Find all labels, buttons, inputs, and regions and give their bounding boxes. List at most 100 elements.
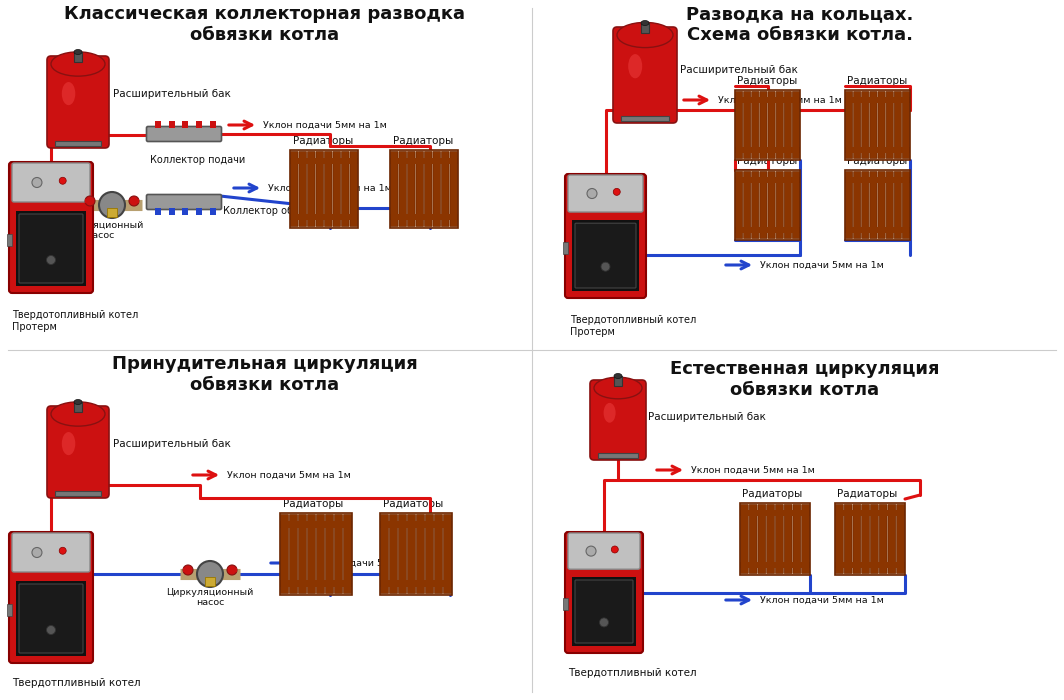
Bar [168,208,174,215]
Text: Уклон подачи 5мм на 1м: Уклон подачи 5мм на 1м [268,183,392,192]
Text: Расширительный бак: Расширительный бак [680,65,798,75]
Text: Радиаторы: Радиаторы [283,499,344,509]
Bar [55,141,101,146]
Text: Радиаторы: Радиаторы [293,136,353,146]
Circle shape [129,196,139,206]
FancyBboxPatch shape [281,514,288,594]
Bar [563,598,568,610]
FancyBboxPatch shape [862,172,869,239]
FancyBboxPatch shape [846,92,852,158]
Text: Твердотопливный котел
Протерм: Твердотопливный котел Протерм [570,315,696,337]
FancyBboxPatch shape [879,505,887,573]
FancyBboxPatch shape [752,92,759,158]
FancyBboxPatch shape [450,151,458,227]
FancyBboxPatch shape [19,214,83,283]
FancyBboxPatch shape [290,151,298,227]
FancyBboxPatch shape [47,406,109,498]
Ellipse shape [641,20,649,25]
FancyBboxPatch shape [316,514,325,594]
Bar [845,177,910,183]
FancyBboxPatch shape [565,174,646,298]
FancyBboxPatch shape [575,223,636,288]
FancyBboxPatch shape [862,92,869,158]
FancyBboxPatch shape [147,195,221,209]
Bar [641,23,649,33]
Bar [739,562,810,568]
FancyBboxPatch shape [767,505,775,573]
Bar [7,604,12,616]
FancyBboxPatch shape [735,92,743,158]
Bar [380,513,452,595]
Bar [232,568,237,572]
FancyBboxPatch shape [416,151,423,227]
Ellipse shape [628,54,643,78]
FancyBboxPatch shape [344,514,351,594]
Bar [168,121,174,128]
FancyBboxPatch shape [591,380,646,460]
FancyBboxPatch shape [776,172,783,239]
Circle shape [99,192,124,218]
FancyBboxPatch shape [9,532,93,663]
FancyBboxPatch shape [434,514,443,594]
Bar [196,208,202,215]
FancyBboxPatch shape [886,172,894,239]
Text: Уклон подачи 5мм на 1м: Уклон подачи 5мм на 1м [760,260,884,270]
FancyBboxPatch shape [744,92,751,158]
Bar [739,503,810,575]
Bar [380,580,452,587]
Bar [280,513,352,595]
FancyBboxPatch shape [147,127,221,141]
Bar [7,234,12,246]
Ellipse shape [614,374,622,379]
Text: Уклон подачи 5мм на 1м: Уклон подачи 5мм на 1м [718,95,842,104]
Bar [290,150,358,228]
FancyBboxPatch shape [802,505,810,573]
FancyBboxPatch shape [793,92,799,158]
FancyBboxPatch shape [768,172,776,239]
FancyBboxPatch shape [846,172,852,239]
Bar [390,158,458,164]
FancyBboxPatch shape [289,514,298,594]
Circle shape [183,565,193,575]
Bar [845,97,910,103]
Circle shape [227,565,237,575]
Circle shape [60,177,66,184]
Text: Уклон подачи 5мм на 1м: Уклон подачи 5мм на 1м [760,596,884,605]
Circle shape [197,561,223,587]
FancyBboxPatch shape [389,514,398,594]
FancyBboxPatch shape [444,514,451,594]
FancyBboxPatch shape [878,92,885,158]
Bar [390,150,458,228]
FancyBboxPatch shape [613,27,677,123]
FancyBboxPatch shape [752,172,759,239]
Bar [563,241,568,253]
Text: Классическая коллекторная разводка
обвязки котла: Классическая коллекторная разводка обвяз… [65,5,466,44]
FancyBboxPatch shape [776,505,783,573]
FancyBboxPatch shape [12,163,90,202]
FancyBboxPatch shape [878,172,885,239]
Ellipse shape [51,52,105,76]
Ellipse shape [74,400,82,405]
Text: Радиаторы: Радиаторы [737,76,797,86]
Bar [210,208,216,215]
Text: Уклон подачи 5мм на 1м: Уклон подачи 5мм на 1м [691,466,815,475]
FancyBboxPatch shape [853,172,861,239]
Text: Расширительный бак: Расширительный бак [113,89,231,99]
Bar [380,522,452,528]
FancyBboxPatch shape [333,151,340,227]
Text: Принудительная циркуляция
обвязки котла: Принудительная циркуляция обвязки котла [112,355,418,394]
Bar [735,228,800,233]
Bar [835,510,905,516]
FancyBboxPatch shape [760,172,767,239]
FancyBboxPatch shape [326,514,333,594]
FancyBboxPatch shape [853,505,861,573]
Ellipse shape [594,377,642,399]
Bar [735,148,800,153]
FancyBboxPatch shape [425,151,432,227]
Bar [154,121,161,128]
Text: Радиаторы: Радиаторы [847,156,908,166]
Bar [205,577,215,586]
FancyBboxPatch shape [568,533,641,569]
Circle shape [47,256,55,265]
Bar [16,211,86,286]
